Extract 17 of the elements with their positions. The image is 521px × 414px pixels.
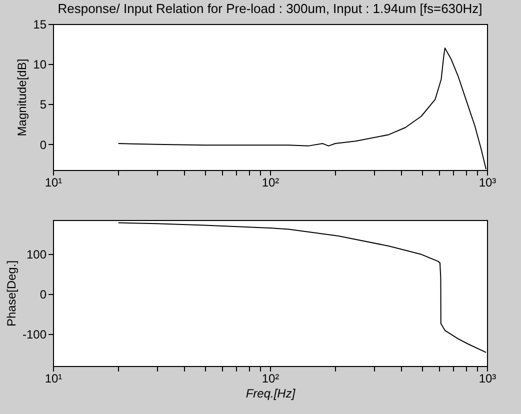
y-tick-label: 15 — [33, 18, 47, 32]
x-tick-label: 10³ — [478, 176, 496, 190]
y-tick-label: 100 — [26, 248, 47, 262]
y-tick-label: 0 — [40, 138, 47, 152]
x-tick-label: 10² — [262, 372, 280, 386]
x-tick-label: 10³ — [478, 372, 496, 386]
x-tick-label: 10¹ — [44, 176, 62, 190]
y-axis-title: Phase[Deg.] — [4, 260, 18, 327]
y-tick-label: -100 — [22, 328, 47, 342]
chart-title: Response/ Input Relation for Pre-load : 300um, Input : 1.94um [fs=630Hz] — [58, 1, 482, 16]
y-axis-title: Magnitude[dB] — [15, 58, 30, 136]
x-tick-label: 10¹ — [44, 372, 62, 386]
x-axis-title: Freq.[Hz] — [246, 386, 296, 400]
y-tick-label: 5 — [40, 98, 47, 112]
x-tick-label: 10² — [262, 176, 280, 190]
y-tick-label: 10 — [33, 58, 47, 72]
y-tick-label: 0 — [40, 288, 47, 302]
